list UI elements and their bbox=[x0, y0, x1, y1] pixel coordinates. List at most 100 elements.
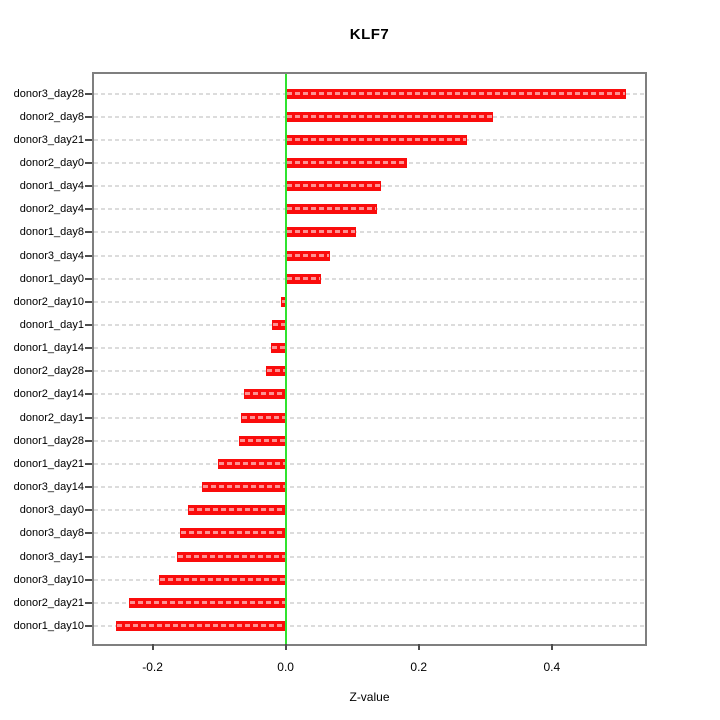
category-label: donor2_day4 bbox=[19, 203, 84, 216]
bar-dash-overlay bbox=[286, 230, 356, 234]
category-label: donor3_day1 bbox=[19, 550, 84, 563]
category-label: donor2_day10 bbox=[13, 295, 84, 308]
bar bbox=[217, 458, 286, 469]
y-axis-tick bbox=[85, 578, 92, 581]
gridline bbox=[94, 624, 645, 627]
bar-dash-overlay bbox=[286, 160, 407, 164]
y-axis-tick bbox=[85, 277, 92, 280]
bar-dash-overlay bbox=[116, 623, 285, 627]
bar bbox=[128, 597, 286, 608]
bar bbox=[285, 88, 627, 99]
y-axis-tick bbox=[85, 115, 92, 118]
category-label: donor2_day21 bbox=[13, 596, 84, 609]
bar bbox=[241, 412, 286, 423]
category-label: donor1_day8 bbox=[19, 226, 84, 239]
bar-dash-overlay bbox=[202, 485, 285, 489]
bar-dash-overlay bbox=[160, 577, 285, 581]
bar-dash-overlay bbox=[281, 299, 285, 303]
x-axis-tick bbox=[151, 644, 154, 650]
y-axis-tick bbox=[85, 138, 92, 141]
y-axis-tick bbox=[85, 347, 92, 350]
bar-dash-overlay bbox=[180, 531, 285, 535]
gridline bbox=[94, 439, 645, 442]
gridline bbox=[94, 370, 645, 373]
y-axis-tick bbox=[85, 231, 92, 234]
bar bbox=[285, 181, 382, 192]
y-axis-tick bbox=[85, 92, 92, 95]
category-label: donor2_day28 bbox=[13, 365, 84, 378]
y-axis-tick bbox=[85, 208, 92, 211]
y-axis-tick bbox=[85, 300, 92, 303]
bar-dash-overlay bbox=[178, 554, 285, 558]
bar-dash-overlay bbox=[286, 207, 377, 211]
y-axis-tick bbox=[85, 439, 92, 442]
y-axis-tick bbox=[85, 509, 92, 512]
zero-reference-line bbox=[284, 74, 287, 644]
bar-dash-overlay bbox=[286, 253, 329, 257]
bar bbox=[271, 343, 286, 354]
y-axis-tick bbox=[85, 532, 92, 535]
bar bbox=[188, 505, 286, 516]
y-axis-tick bbox=[85, 254, 92, 257]
gridline bbox=[94, 254, 645, 257]
bar-dash-overlay bbox=[244, 392, 285, 396]
gridline bbox=[94, 555, 645, 558]
bar-dash-overlay bbox=[272, 346, 285, 350]
bar bbox=[239, 435, 286, 446]
gridline bbox=[94, 347, 645, 350]
bar bbox=[115, 620, 286, 631]
category-label: donor1_day10 bbox=[13, 619, 84, 632]
gridline bbox=[94, 300, 645, 303]
gridline bbox=[94, 509, 645, 512]
y-axis-tick bbox=[85, 324, 92, 326]
bar bbox=[285, 157, 408, 168]
y-axis-tick bbox=[85, 370, 92, 373]
category-label: donor1_day14 bbox=[13, 342, 84, 355]
gridline bbox=[94, 486, 645, 489]
y-axis-tick bbox=[85, 624, 92, 627]
category-label: donor3_day8 bbox=[19, 527, 84, 540]
category-label: donor3_day28 bbox=[13, 87, 84, 100]
bar-dash-overlay bbox=[286, 91, 626, 95]
category-label: donor2_day0 bbox=[19, 156, 84, 169]
bar bbox=[285, 227, 357, 238]
category-label: donor2_day14 bbox=[13, 388, 84, 401]
bar-dash-overlay bbox=[267, 369, 285, 373]
bar bbox=[177, 551, 286, 562]
gridline bbox=[94, 277, 645, 280]
bar-dash-overlay bbox=[272, 323, 285, 326]
y-axis-tick bbox=[85, 393, 92, 396]
bar bbox=[285, 111, 494, 122]
gridline bbox=[94, 532, 645, 535]
category-label: donor3_day10 bbox=[13, 573, 84, 586]
bar-dash-overlay bbox=[286, 114, 493, 118]
bar bbox=[266, 366, 286, 377]
y-axis-tick bbox=[85, 462, 92, 465]
gridline bbox=[94, 231, 645, 234]
bar-dash-overlay bbox=[129, 600, 285, 604]
x-axis-tick-label: 0.2 bbox=[410, 660, 428, 674]
bar bbox=[159, 574, 286, 585]
bar-dash-overlay bbox=[286, 137, 467, 141]
bar bbox=[201, 482, 286, 493]
bar-dash-overlay bbox=[286, 184, 381, 188]
bar bbox=[179, 528, 286, 539]
bar bbox=[280, 296, 286, 307]
bar-dash-overlay bbox=[286, 276, 320, 280]
bar bbox=[285, 134, 468, 145]
category-label: donor3_day4 bbox=[19, 249, 84, 262]
gridline bbox=[94, 462, 645, 465]
bar-dash-overlay bbox=[189, 508, 285, 512]
bar bbox=[271, 320, 286, 330]
bar-dash-overlay bbox=[240, 438, 285, 442]
gridline bbox=[94, 416, 645, 419]
gridline bbox=[94, 578, 645, 581]
gridline bbox=[94, 601, 645, 604]
x-axis-tick-label: -0.2 bbox=[142, 660, 163, 674]
gridline bbox=[94, 393, 645, 396]
x-axis-tick bbox=[417, 644, 420, 650]
category-label: donor2_day8 bbox=[19, 110, 84, 123]
bar bbox=[285, 250, 330, 261]
category-label: donor1_day4 bbox=[19, 180, 84, 193]
category-label: donor2_day1 bbox=[19, 411, 84, 424]
